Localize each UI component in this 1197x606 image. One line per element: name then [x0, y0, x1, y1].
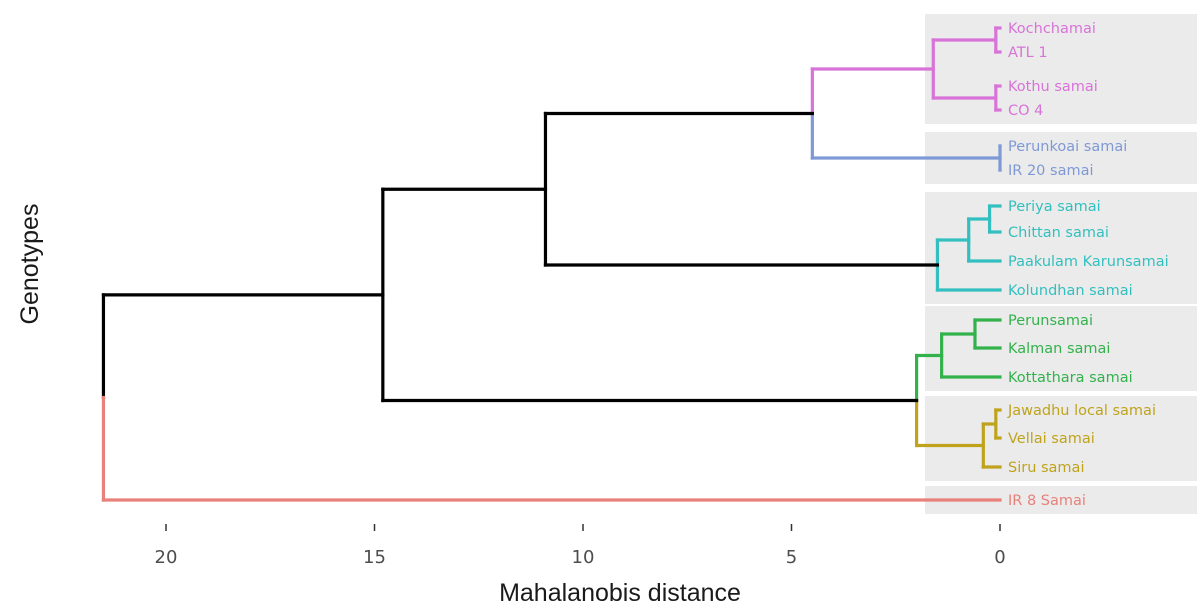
cluster-band-5 — [925, 396, 1197, 481]
x-tick-label-10: 10 — [572, 547, 595, 568]
leaf-label-4: CO 4 — [1008, 103, 1043, 119]
leaf-label-9: Paakulam Karunsamai — [1008, 254, 1169, 270]
cluster-bands — [925, 14, 1197, 514]
x-tick-label-20: 20 — [155, 547, 178, 568]
leaf-label-14: Jawadhu local samai — [1007, 403, 1156, 419]
leaf-label-6: IR 20 samai — [1008, 163, 1094, 179]
leaf-label-3: Kothu samai — [1008, 79, 1098, 95]
leaf-label-5: Perunkoai samai — [1008, 139, 1127, 155]
leaf-label-12: Kalman samai — [1008, 341, 1110, 357]
x-tick-label-5: 5 — [786, 547, 797, 568]
x-axis-ticks: 20 15 10 5 0 — [155, 524, 1006, 568]
leaf-label-13: Kottathara samai — [1008, 370, 1133, 386]
leaf-label-1: Kochchamai — [1008, 21, 1096, 37]
x-axis-title: Mahalanobis distance — [499, 579, 741, 606]
dendrogram-branches — [101, 26, 1002, 502]
leaf-label-16: Siru samai — [1008, 460, 1084, 476]
leaf-label-15: Vellai samai — [1008, 431, 1095, 447]
x-tick-label-15: 15 — [363, 547, 386, 568]
cluster-band-3 — [925, 192, 1197, 304]
y-axis-title: Genotypes — [16, 204, 44, 325]
leaf-labels: Kochchamai ATL 1 Kothu samai CO 4 Perunkoai … — [1007, 21, 1169, 509]
leaf-label-8: Chittan samai — [1008, 225, 1109, 241]
leaf-label-11: Perunsamai — [1008, 313, 1093, 329]
leaf-label-7: Periya samai — [1008, 199, 1101, 215]
x-tick-label-0: 0 — [994, 547, 1005, 568]
leaf-label-17: IR 8 Samai — [1008, 493, 1086, 509]
leaf-label-10: Kolundhan samai — [1008, 283, 1133, 299]
cluster-band-1 — [925, 14, 1197, 124]
leaf-label-2: ATL 1 — [1008, 45, 1048, 61]
